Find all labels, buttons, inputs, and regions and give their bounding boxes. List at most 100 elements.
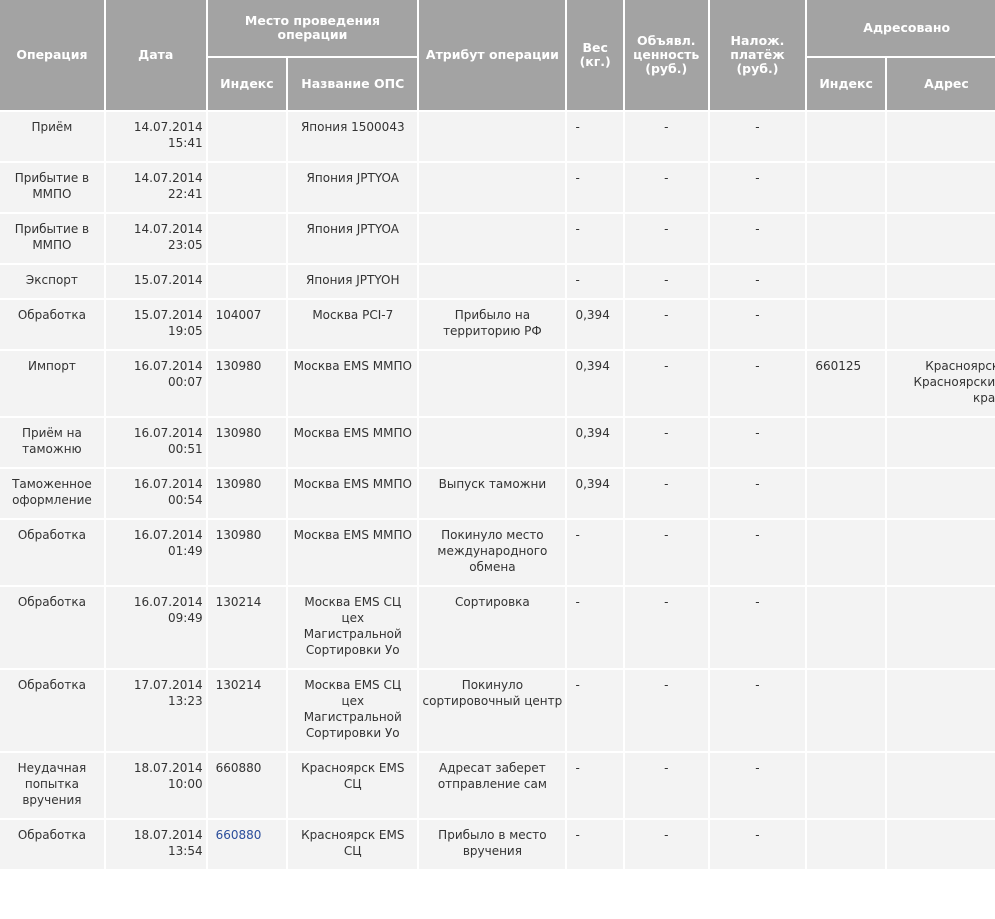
column-header: Название ОПС: [288, 58, 418, 110]
table-cell: [886, 820, 995, 869]
table-row: Импорт 16.07.2014 00:07 130980 Москва EMS М…: [0, 351, 995, 416]
table-row: Экспорт 15.07.2014 Япония JPTYOH - - -: [0, 265, 995, 298]
table-cell: Обработка: [0, 587, 104, 668]
table-cell: [807, 418, 885, 467]
table-cell: -: [567, 670, 623, 751]
table-cell: 130980: [207, 418, 287, 467]
table-cell: Обработка: [0, 820, 104, 869]
column-header: Объявл. ценность (руб.): [624, 0, 708, 110]
table-cell: -: [624, 418, 708, 467]
column-header: Дата: [105, 0, 206, 110]
table-cell: -: [709, 265, 806, 298]
table-cell: -: [709, 163, 806, 212]
table-cell: Москва EMS СЦ цех Магистральной Сортиров…: [288, 587, 418, 668]
table-cell: [886, 300, 995, 349]
table-cell: [419, 112, 566, 161]
table-cell: 0,394: [567, 300, 623, 349]
table-cell: 17.07.2014 13:23: [105, 670, 206, 751]
table-cell: -: [567, 820, 623, 869]
table-cell: 18.07.2014 13:54: [105, 820, 206, 869]
table-cell: [886, 520, 995, 585]
table-cell: -: [624, 112, 708, 161]
table-cell: 130980: [207, 469, 287, 518]
table-cell: -: [709, 351, 806, 416]
table-cell: 130980: [207, 520, 287, 585]
table-cell: 16.07.2014 00:54: [105, 469, 206, 518]
table-cell: Покинуло сортировочный центр: [419, 670, 566, 751]
table-cell: Импорт: [0, 351, 104, 416]
tracking-table: Операция Дата Место проведения операции Атр…: [0, 0, 995, 869]
table-cell: Приём на таможню: [0, 418, 104, 467]
table-cell: Выпуск таможни: [419, 469, 566, 518]
table-cell: [807, 300, 885, 349]
table-row: Обработка 18.07.2014 13:54 660880 Красноярс…: [0, 820, 995, 869]
table-row: Обработка 15.07.2014 19:05 104007 Москва PC…: [0, 300, 995, 349]
table-cell: [207, 163, 287, 212]
table-cell: 660125: [807, 351, 885, 416]
table-cell: -: [567, 753, 623, 818]
table-cell: -: [709, 112, 806, 161]
table-cell: Красноярск EMS СЦ: [288, 820, 418, 869]
table-cell: Москва EMS ММПО: [288, 520, 418, 585]
table-cell: Обработка: [0, 300, 104, 349]
table-cell: -: [709, 300, 806, 349]
table-cell: Москва EMS ММПО: [288, 469, 418, 518]
table-cell: [886, 112, 995, 161]
table-cell: -: [709, 520, 806, 585]
table-cell: -: [624, 520, 708, 585]
table-cell: -: [567, 112, 623, 161]
table-cell: Япония JPTYOA: [288, 214, 418, 263]
table-cell: 16.07.2014 09:49: [105, 587, 206, 668]
table-cell: 0,394: [567, 418, 623, 467]
table-cell: -: [709, 418, 806, 467]
table-cell: Приём: [0, 112, 104, 161]
table-cell: 16.07.2014 00:51: [105, 418, 206, 467]
table-cell: [886, 670, 995, 751]
table-cell: Япония JPTYOH: [288, 265, 418, 298]
table-cell: 15.07.2014 19:05: [105, 300, 206, 349]
table-cell: -: [567, 520, 623, 585]
table-cell: [419, 214, 566, 263]
table-cell: Прибыло в место вручения: [419, 820, 566, 869]
table-cell: [886, 265, 995, 298]
table-cell: -: [709, 469, 806, 518]
table-cell: 130980: [207, 351, 287, 416]
column-header: Индекс: [207, 58, 287, 110]
table-cell: -: [624, 587, 708, 668]
table-cell: [886, 587, 995, 668]
header-row: Операция Дата Место проведения операции Атр…: [0, 0, 995, 110]
table-cell: 14.07.2014 15:41: [105, 112, 206, 161]
table-cell: [886, 753, 995, 818]
table-cell: -: [709, 753, 806, 818]
table-cell: Экспорт: [0, 265, 104, 298]
table-cell: Красноярск EMS СЦ: [288, 753, 418, 818]
table-cell: Обработка: [0, 520, 104, 585]
table-row: Обработка 16.07.2014 01:49 130980 Москва EM…: [0, 520, 995, 585]
table-cell: Красноярск, Красноярский край: [886, 351, 995, 416]
table-cell: 16.07.2014 00:07: [105, 351, 206, 416]
table-cell: -: [624, 300, 708, 349]
table-cell: -: [624, 820, 708, 869]
column-header: Индекс: [807, 58, 885, 110]
column-header: Адрес: [886, 58, 995, 110]
table-cell: [886, 214, 995, 263]
table-cell: 0,394: [567, 469, 623, 518]
column-header: Операция: [0, 0, 104, 110]
table-cell: Неудачная попытка вручения: [0, 753, 104, 818]
table-row: Приём 14.07.2014 15:41 Япония 1500043- - -: [0, 112, 995, 161]
table-cell: -: [709, 670, 806, 751]
table-row: Таможенное оформление 16.07.2014 00:54 130…: [0, 469, 995, 518]
table-cell: [886, 418, 995, 467]
table-cell: Таможенное оформление: [0, 469, 104, 518]
table-cell: [886, 163, 995, 212]
column-header: Налож. платёж (руб.): [709, 0, 806, 110]
table-cell: 14.07.2014 22:41: [105, 163, 206, 212]
table-body: Приём 14.07.2014 15:41 Япония 1500043- - - Пр…: [0, 112, 995, 869]
table-cell: -: [624, 351, 708, 416]
table-row: Обработка 16.07.2014 09:49 130214 Москва EM…: [0, 587, 995, 668]
index-link[interactable]: 660880: [215, 828, 262, 842]
table-cell: [807, 469, 885, 518]
table-cell: [419, 163, 566, 212]
table-cell: -: [709, 214, 806, 263]
column-header: Атрибут операции: [419, 0, 566, 110]
